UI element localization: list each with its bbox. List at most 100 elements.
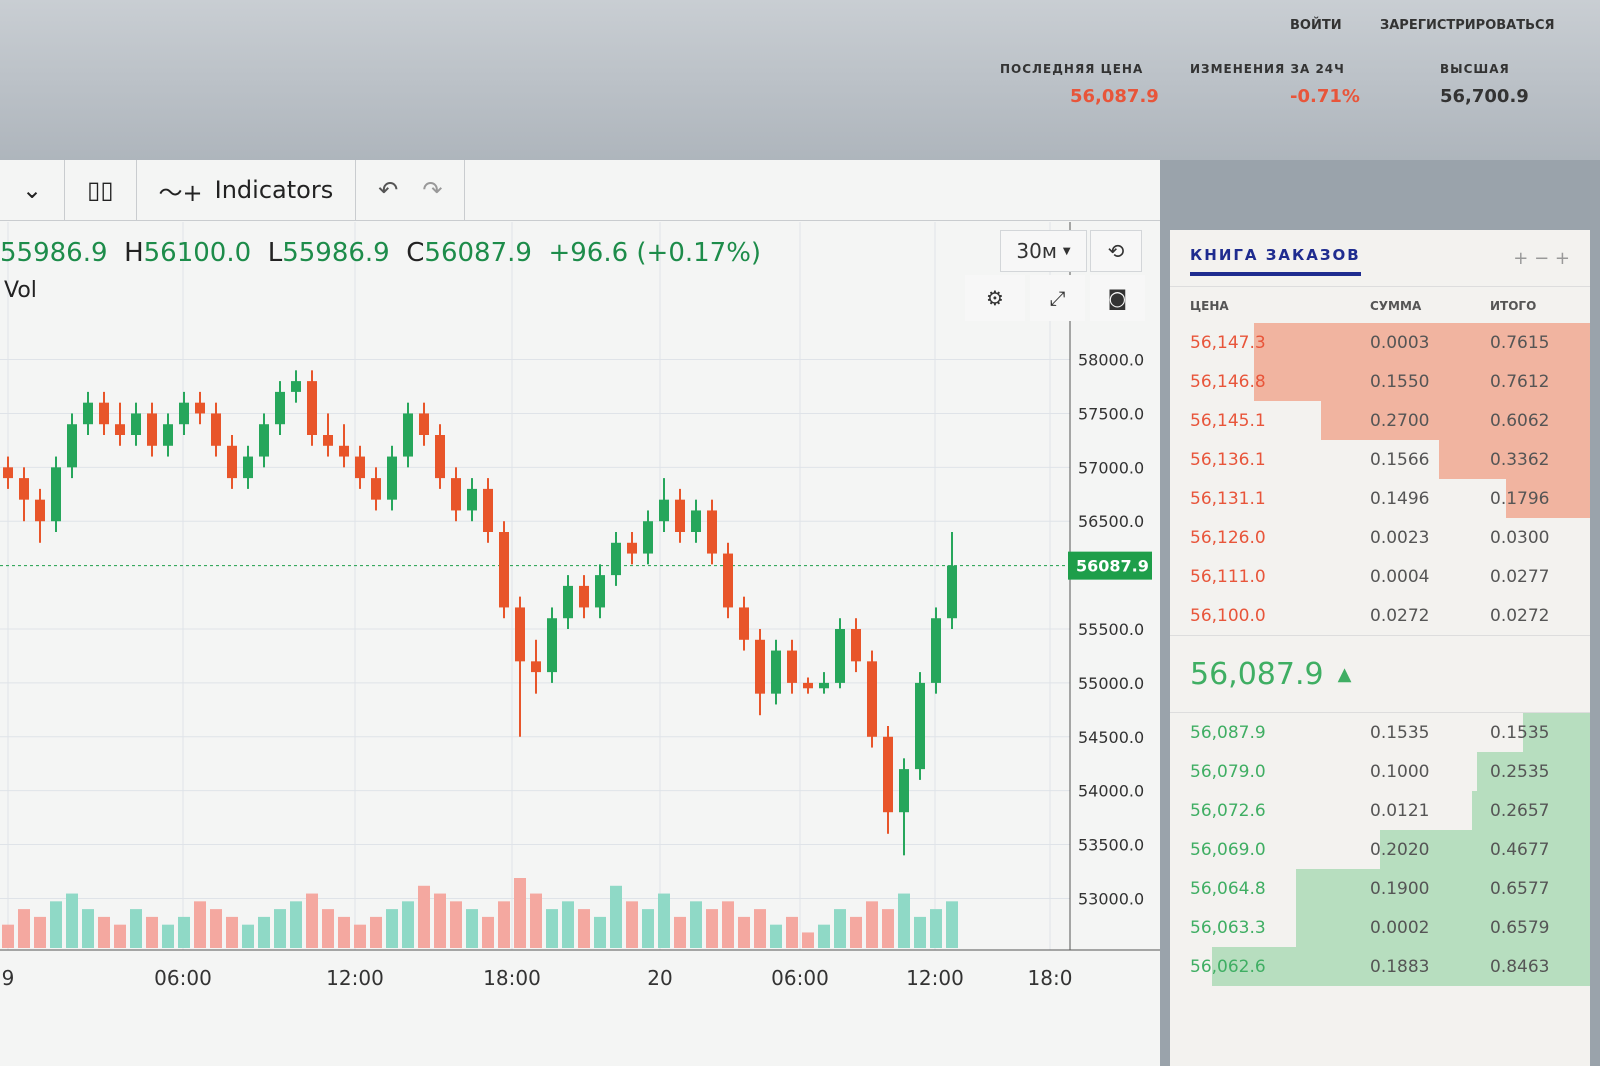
volume-bar <box>418 885 430 948</box>
ask-row[interactable]: 56,131.1 0.1496 0.1796 <box>1170 479 1590 518</box>
indicators-icon: 〜+ <box>158 178 203 207</box>
bid-row[interactable]: 56,063.3 0.0002 0.6579 <box>1170 908 1590 947</box>
volume-bar <box>786 916 798 948</box>
volume-bar <box>514 878 526 948</box>
ask-row[interactable]: 56,100.0 0.0272 0.0272 <box>1170 596 1590 635</box>
bid-row[interactable]: 56,079.0 0.1000 0.2535 <box>1170 752 1590 791</box>
candle-body <box>915 682 925 770</box>
ask-total: 0.7615 <box>1490 333 1550 353</box>
volume-bar <box>706 909 718 948</box>
ask-total: 0.0277 <box>1490 567 1550 587</box>
candle-body <box>675 499 685 532</box>
x-tick-label: 06:00 <box>771 966 829 990</box>
volume-bar <box>498 901 510 948</box>
ask-row[interactable]: 56,126.0 0.0023 0.0300 <box>1170 518 1590 557</box>
ask-total: 0.1796 <box>1490 489 1550 509</box>
candle-body <box>99 402 109 425</box>
ask-row[interactable]: 56,145.1 0.2700 0.6062 <box>1170 401 1590 440</box>
x-tick-label: 12:00 <box>906 966 964 990</box>
y-tick-label: 57000.0 <box>1078 458 1144 477</box>
col-amount: СУММА <box>1370 299 1422 313</box>
candles-icon: ▯▯ <box>87 176 114 204</box>
screenshot-button[interactable]: ◙ <box>1090 275 1145 321</box>
candle-body <box>243 456 253 479</box>
depth-bar <box>1296 869 1590 908</box>
bid-amount: 0.1883 <box>1370 957 1430 977</box>
ask-price: 56,146.8 <box>1190 372 1266 392</box>
volume-bar <box>66 893 78 948</box>
mid-price: 56,087.9 ▲ <box>1170 635 1590 713</box>
last-price-tag <box>1068 551 1152 580</box>
ask-row[interactable]: 56,146.8 0.1550 0.7612 <box>1170 362 1590 401</box>
bid-price: 56,062.6 <box>1190 957 1266 977</box>
refresh-icon: ⟲ <box>1107 239 1125 263</box>
precision-controls[interactable]: + − + <box>1513 248 1570 269</box>
candle-body <box>547 618 557 673</box>
interval-value: 30м <box>1016 239 1057 263</box>
ask-row[interactable]: 56,136.1 0.1566 0.3362 <box>1170 440 1590 479</box>
candle-body <box>355 456 365 479</box>
y-tick-label: 54500.0 <box>1078 728 1144 747</box>
bid-row[interactable]: 56,064.8 0.1900 0.6577 <box>1170 869 1590 908</box>
bid-total: 0.4677 <box>1490 840 1550 860</box>
bid-price: 56,064.8 <box>1190 879 1266 899</box>
last-price-stat: ПОСЛЕДНЯЯ ЦЕНА 56,087.9 <box>1000 62 1159 107</box>
volume-bar <box>674 916 686 948</box>
order-book-header: КНИГА ЗАКАЗОВ + − + <box>1170 230 1590 287</box>
candle-body <box>339 445 349 457</box>
candle-body <box>627 542 637 554</box>
candle-body <box>19 478 29 500</box>
ask-row[interactable]: 56,111.0 0.0004 0.0277 <box>1170 557 1590 596</box>
chevron-down-icon: ⌄ <box>22 176 43 204</box>
last-price-label: ПОСЛЕДНЯЯ ЦЕНА <box>1000 62 1144 76</box>
volume-bar <box>626 901 638 948</box>
settings-button[interactable]: ⚙ <box>965 275 1025 321</box>
change-24h-label: ИЗМЕНЕНИЯ ЗА 24Ч <box>1190 62 1345 76</box>
bid-amount: 0.0121 <box>1370 801 1430 821</box>
volume-bar <box>162 924 174 948</box>
login-link[interactable]: ВОЙТИ <box>1290 18 1342 33</box>
volume-bar <box>882 909 894 948</box>
chart-type-button[interactable]: ▯▯ <box>65 160 137 220</box>
volume-bar <box>354 924 366 948</box>
indicators-button[interactable]: 〜+ Indicators <box>137 160 357 220</box>
volume-bar <box>130 909 142 948</box>
undo-icon[interactable]: ↶ <box>378 176 399 204</box>
ask-price: 56,111.0 <box>1190 567 1266 587</box>
volume-bar <box>434 893 446 948</box>
volume-bar <box>146 916 158 948</box>
bid-row[interactable]: 56,072.6 0.0121 0.2657 <box>1170 791 1590 830</box>
x-tick-label: 18:00 <box>483 966 541 990</box>
ohlc-legend: 55986.9 H56100.0 L55986.9 C56087.9 +96.6… <box>0 238 762 268</box>
ask-total: 0.0300 <box>1490 528 1550 548</box>
volume-bar <box>386 909 398 948</box>
volume-bar <box>546 909 558 948</box>
volume-bar <box>34 916 46 948</box>
redo-icon[interactable]: ↷ <box>422 176 443 204</box>
bid-row[interactable]: 56,069.0 0.2020 0.4677 <box>1170 830 1590 869</box>
bid-total: 0.8463 <box>1490 957 1550 977</box>
bid-price: 56,069.0 <box>1190 840 1266 860</box>
register-link[interactable]: ЗАРЕГИСТРИРОВАТЬСЯ <box>1380 18 1555 33</box>
candle-body <box>67 424 77 468</box>
volume-bar <box>770 924 782 948</box>
bid-row[interactable]: 56,062.6 0.1883 0.8463 <box>1170 947 1590 986</box>
depth-bar <box>1472 791 1590 830</box>
order-book-tab[interactable]: КНИГА ЗАКАЗОВ <box>1190 246 1361 276</box>
ask-amount: 0.0023 <box>1370 528 1430 548</box>
candle-body <box>867 661 877 737</box>
ask-row[interactable]: 56,147.3 0.0003 0.7615 <box>1170 323 1590 362</box>
ask-total: 0.0272 <box>1490 606 1550 626</box>
open-value: 55986.9 <box>0 238 108 268</box>
last-price-value: 56,087.9 <box>1070 86 1159 107</box>
ask-amount: 0.2700 <box>1370 411 1430 431</box>
interval-dropdown[interactable]: 30м ▼ <box>1000 230 1087 272</box>
fullscreen-button[interactable]: ⤢ <box>1030 275 1085 321</box>
expand-icon: ⤢ <box>1049 286 1066 310</box>
ask-amount: 0.1496 <box>1370 489 1430 509</box>
bid-row[interactable]: 56,087.9 0.1535 0.1535 <box>1170 713 1590 752</box>
symbol-dropdown[interactable]: ⌄ <box>0 160 66 220</box>
reset-button[interactable]: ⟲ <box>1090 230 1142 272</box>
ask-price: 56,100.0 <box>1190 606 1266 626</box>
